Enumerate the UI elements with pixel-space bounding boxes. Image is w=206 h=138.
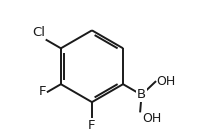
Text: B: B (137, 88, 146, 101)
Text: OH: OH (156, 75, 175, 88)
Text: F: F (39, 85, 46, 98)
Text: OH: OH (142, 112, 162, 125)
Text: Cl: Cl (32, 26, 45, 39)
Text: F: F (88, 119, 96, 132)
